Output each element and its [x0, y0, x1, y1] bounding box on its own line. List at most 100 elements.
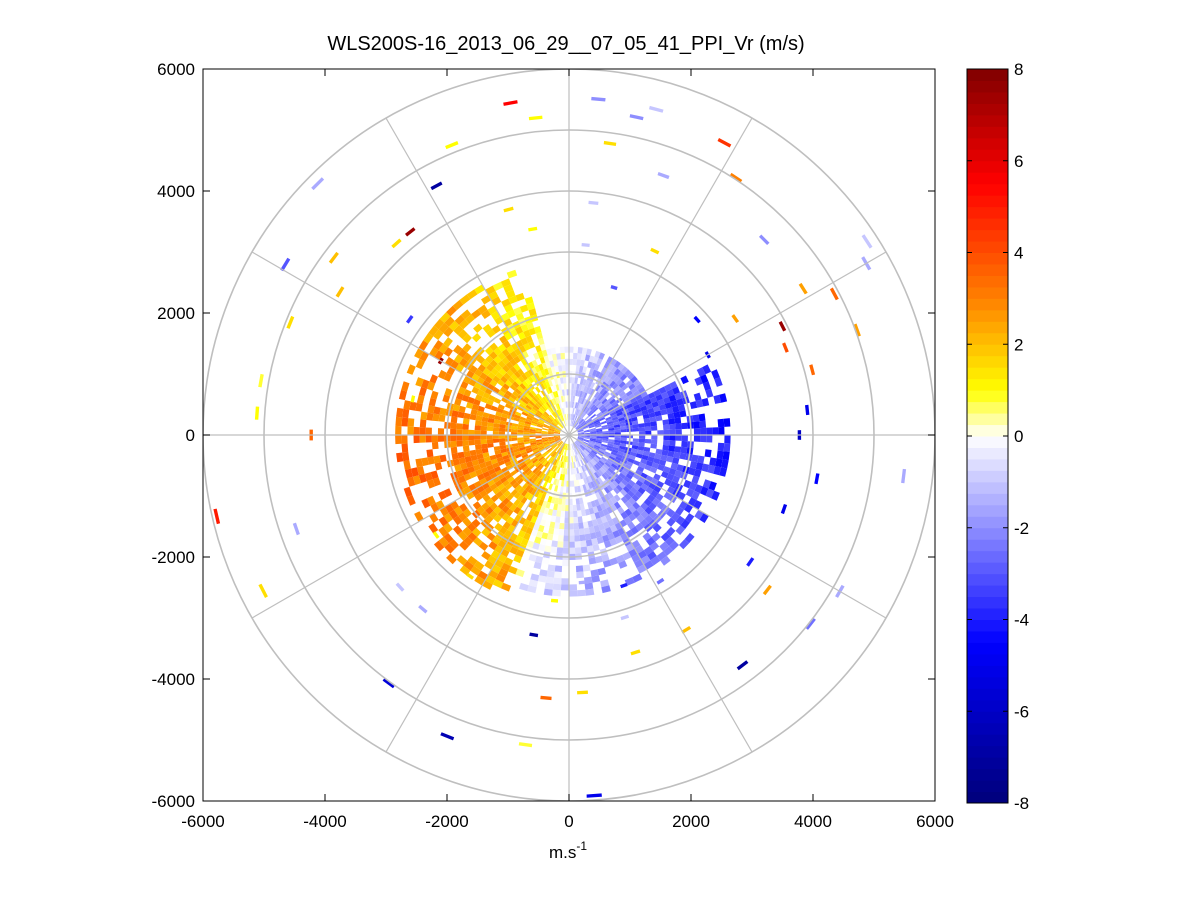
velocity-cell	[569, 383, 572, 390]
velocity-cell	[443, 347, 453, 357]
velocity-cell	[620, 366, 629, 374]
velocity-cell	[524, 420, 532, 425]
velocity-cell	[476, 453, 484, 460]
velocity-cell	[608, 427, 615, 431]
velocity-cell	[545, 380, 551, 388]
velocity-cell	[550, 471, 555, 478]
velocity-cell	[606, 459, 613, 466]
chart-title: WLS200S-16_2013_06_29__07_05_41_PPI_Vr (…	[327, 33, 804, 55]
velocity-cell	[490, 472, 498, 480]
velocity-cell	[607, 425, 615, 429]
velocity-cell	[585, 400, 591, 407]
velocity-cell	[542, 459, 548, 466]
velocity-cell	[544, 395, 550, 402]
velocity-cell	[578, 580, 586, 585]
velocity-cell	[613, 501, 621, 510]
velocity-cell	[485, 575, 496, 585]
velocity-cell	[557, 359, 562, 366]
velocity-cell	[537, 511, 544, 520]
velocity-cell	[587, 482, 593, 490]
velocity-cell	[614, 429, 621, 433]
velocity-cell	[681, 440, 688, 448]
velocity-cell	[581, 465, 586, 472]
velocity-cell	[662, 444, 670, 451]
velocity-cell	[589, 427, 596, 431]
velocity-cell	[601, 440, 609, 444]
velocity-cell	[901, 468, 907, 484]
velocity-cell	[627, 372, 635, 380]
velocity-cell	[484, 475, 493, 483]
velocity-cell	[736, 660, 749, 671]
velocity-cell	[675, 515, 685, 526]
velocity-cell	[459, 357, 468, 367]
velocity-cell	[571, 420, 575, 427]
velocity-cell	[537, 350, 544, 359]
velocity-cell	[531, 359, 538, 368]
velocity-cell	[610, 358, 618, 366]
velocity-cell	[471, 309, 482, 319]
velocity-cell	[503, 206, 514, 213]
velocity-cell	[577, 460, 581, 467]
velocity-cell	[653, 457, 661, 465]
velocity-cell	[595, 555, 603, 564]
velocity-cell	[564, 474, 567, 481]
velocity-cell	[564, 517, 569, 524]
velocity-cell	[541, 405, 547, 412]
velocity-cell	[511, 428, 518, 433]
velocity-cell	[484, 486, 493, 495]
velocity-cell	[474, 425, 481, 431]
velocity-cell	[582, 450, 588, 457]
velocity-cell	[530, 374, 537, 382]
velocity-cell	[668, 394, 677, 402]
velocity-cell	[529, 428, 536, 432]
velocity-cell	[573, 414, 577, 421]
velocity-cell	[706, 435, 713, 443]
velocity-cell	[574, 377, 579, 384]
velocity-cell	[517, 368, 525, 376]
colorbar-step	[967, 722, 1008, 735]
velocity-cell	[517, 501, 525, 510]
velocity-cell	[573, 474, 577, 481]
velocity-cell	[503, 470, 511, 477]
velocity-cell	[614, 437, 621, 441]
velocity-cell	[475, 444, 482, 450]
velocity-cell	[645, 486, 654, 495]
velocity-cell	[580, 509, 587, 517]
velocity-cell	[564, 389, 567, 396]
velocity-cell	[590, 467, 596, 474]
velocity-cell	[584, 448, 591, 454]
velocity-cell	[536, 454, 543, 460]
velocity-cell	[559, 415, 563, 422]
velocity-cell	[473, 398, 481, 406]
velocity-cell	[517, 424, 525, 428]
velocity-cell	[559, 448, 563, 455]
velocity-cell	[668, 418, 676, 425]
velocity-cell	[493, 423, 500, 428]
velocity-cell	[601, 473, 608, 480]
velocity-cell	[550, 598, 559, 603]
velocity-cell	[643, 560, 654, 570]
velocity-cell	[717, 138, 732, 148]
velocity-cell	[550, 392, 555, 399]
velocity-cell	[454, 398, 462, 406]
velocity-cell	[596, 517, 603, 525]
velocity-cell	[530, 443, 538, 448]
velocity-cell	[470, 454, 478, 462]
velocity-cell	[548, 483, 553, 491]
velocity-cell	[595, 442, 602, 446]
velocity-cell	[603, 463, 610, 470]
velocity-cell	[486, 464, 494, 471]
velocity-cell	[594, 511, 601, 520]
velocity-cell	[702, 381, 712, 391]
velocity-cell	[576, 467, 580, 474]
velocity-cell	[628, 383, 636, 391]
velocity-cell	[595, 470, 602, 477]
velocity-cell	[520, 358, 528, 366]
velocity-cell	[622, 551, 632, 561]
velocity-cell	[606, 418, 613, 423]
velocity-cell	[564, 468, 568, 475]
colorbar-step	[967, 619, 1008, 632]
velocity-cell	[548, 438, 555, 441]
colorbar-step	[967, 504, 1008, 517]
velocity-cell	[573, 401, 576, 409]
